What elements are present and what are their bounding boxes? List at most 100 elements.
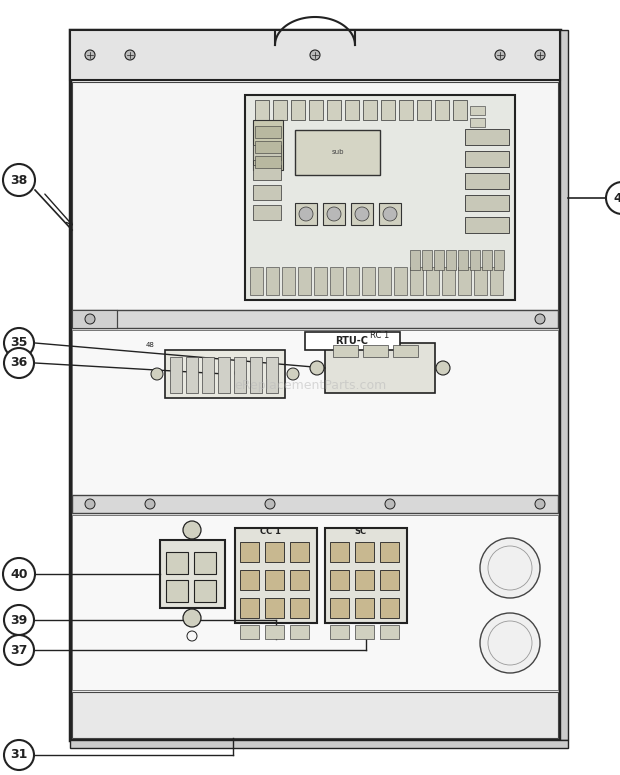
Text: RC 1: RC 1 bbox=[370, 330, 389, 339]
Bar bbox=[453, 100, 467, 120]
Bar bbox=[265, 570, 284, 590]
Bar bbox=[399, 100, 413, 120]
Text: 35: 35 bbox=[11, 336, 28, 350]
Bar bbox=[240, 598, 259, 618]
Bar bbox=[72, 330, 558, 495]
Bar bbox=[72, 692, 558, 738]
Bar bbox=[435, 100, 449, 120]
Bar bbox=[560, 30, 568, 740]
Circle shape bbox=[606, 182, 620, 214]
Bar bbox=[394, 267, 407, 295]
Bar bbox=[72, 515, 558, 690]
Text: 41: 41 bbox=[613, 191, 620, 205]
Bar bbox=[255, 141, 281, 153]
Circle shape bbox=[535, 499, 545, 509]
Bar bbox=[291, 100, 305, 120]
Bar bbox=[355, 542, 374, 562]
Circle shape bbox=[85, 499, 95, 509]
Bar bbox=[458, 267, 471, 295]
Bar bbox=[381, 100, 395, 120]
Bar bbox=[470, 106, 485, 115]
Bar bbox=[470, 118, 485, 127]
Circle shape bbox=[265, 499, 275, 509]
Bar bbox=[380, 625, 399, 639]
Circle shape bbox=[310, 50, 320, 60]
Bar bbox=[250, 357, 262, 393]
Bar bbox=[314, 267, 327, 295]
Circle shape bbox=[3, 558, 35, 590]
Text: sub: sub bbox=[332, 149, 344, 155]
Bar bbox=[255, 100, 269, 120]
Bar bbox=[330, 542, 349, 562]
Bar bbox=[309, 100, 323, 120]
Bar bbox=[194, 552, 216, 574]
Circle shape bbox=[125, 50, 135, 60]
Bar bbox=[465, 217, 509, 233]
Text: 48: 48 bbox=[146, 342, 154, 348]
Bar bbox=[355, 625, 374, 639]
Bar bbox=[327, 100, 341, 120]
Bar bbox=[240, 570, 259, 590]
Bar bbox=[333, 345, 358, 357]
Bar bbox=[253, 120, 283, 170]
Bar bbox=[494, 250, 504, 270]
Bar bbox=[345, 100, 359, 120]
Bar bbox=[330, 267, 343, 295]
Text: RTU-C: RTU-C bbox=[335, 336, 368, 346]
Bar bbox=[70, 740, 568, 748]
Bar bbox=[482, 250, 492, 270]
Bar bbox=[290, 625, 309, 639]
Bar bbox=[351, 203, 373, 225]
Circle shape bbox=[495, 50, 505, 60]
Bar bbox=[255, 126, 281, 138]
Bar bbox=[234, 357, 246, 393]
Bar bbox=[355, 570, 374, 590]
Bar bbox=[380, 570, 399, 590]
Bar bbox=[363, 345, 388, 357]
Bar bbox=[70, 30, 560, 740]
Bar bbox=[266, 267, 279, 295]
Circle shape bbox=[327, 207, 341, 221]
Circle shape bbox=[480, 538, 540, 598]
Circle shape bbox=[4, 635, 34, 665]
Bar bbox=[290, 542, 309, 562]
Circle shape bbox=[4, 740, 34, 770]
Text: CT: CT bbox=[184, 526, 196, 536]
Circle shape bbox=[85, 314, 95, 324]
Bar bbox=[465, 129, 509, 145]
Bar bbox=[470, 130, 485, 139]
Bar bbox=[422, 250, 432, 270]
Text: SC: SC bbox=[354, 526, 366, 536]
Bar bbox=[410, 267, 423, 295]
Circle shape bbox=[355, 207, 369, 221]
Bar bbox=[265, 542, 284, 562]
Bar bbox=[442, 267, 455, 295]
Bar bbox=[240, 542, 259, 562]
Circle shape bbox=[4, 348, 34, 378]
Bar bbox=[355, 598, 374, 618]
Bar bbox=[253, 185, 281, 200]
Circle shape bbox=[183, 609, 201, 627]
Text: CC 1: CC 1 bbox=[260, 526, 280, 536]
Bar bbox=[72, 495, 558, 513]
Bar bbox=[240, 625, 259, 639]
Bar bbox=[330, 598, 349, 618]
Bar bbox=[490, 267, 503, 295]
Bar bbox=[325, 343, 435, 393]
Circle shape bbox=[145, 499, 155, 509]
Bar bbox=[362, 267, 375, 295]
Bar bbox=[186, 357, 198, 393]
Circle shape bbox=[3, 164, 35, 196]
Circle shape bbox=[535, 314, 545, 324]
Bar bbox=[295, 130, 380, 175]
Circle shape bbox=[535, 50, 545, 60]
Bar bbox=[346, 267, 359, 295]
Bar bbox=[470, 250, 480, 270]
Bar bbox=[380, 542, 399, 562]
Bar bbox=[273, 100, 287, 120]
Bar bbox=[250, 267, 263, 295]
Bar bbox=[393, 345, 418, 357]
Bar bbox=[379, 203, 401, 225]
Bar bbox=[290, 570, 309, 590]
Bar bbox=[72, 310, 117, 328]
